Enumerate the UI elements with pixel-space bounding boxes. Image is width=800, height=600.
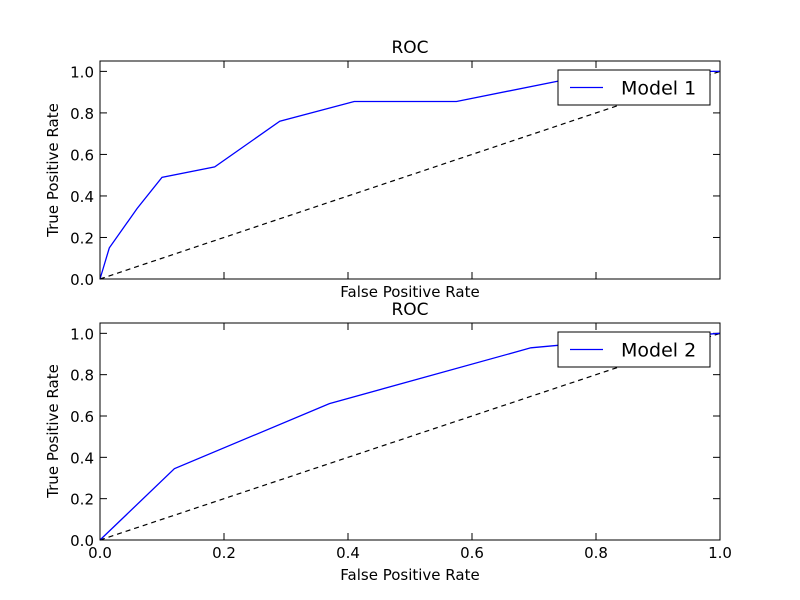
y-tick-label: 1.0 <box>70 63 94 81</box>
y-tick-label: 0.4 <box>70 449 94 467</box>
y-axis-label: True Positive Rate <box>44 103 62 238</box>
x-tick-label: 0.4 <box>336 544 360 562</box>
y-tick-label: 0.6 <box>70 408 94 426</box>
chance-diagonal <box>99 332 721 541</box>
y-tick-label: 1.0 <box>70 325 94 343</box>
y-tick-label: 0.0 <box>70 271 94 289</box>
y-tick-label: 0.6 <box>70 146 94 164</box>
legend: Model 2 <box>557 331 711 368</box>
x-tick-label: 1.0 <box>708 544 732 562</box>
x-tick-label: 0.6 <box>460 544 484 562</box>
axes-frame <box>99 60 721 280</box>
y-tick-label: 0.4 <box>70 188 94 206</box>
roc-chart-model-2: ROC True Positive Rate False Positive Ra… <box>44 300 732 584</box>
chart-title: ROC <box>391 38 428 58</box>
chart-title: ROC <box>391 300 428 320</box>
axes-frame <box>99 322 721 541</box>
x-tick-label: 0.0 <box>88 544 112 562</box>
y-ticks: 0.0 0.2 0.4 0.6 0.8 1.0 <box>70 63 720 289</box>
x-tick-label: 0.8 <box>584 544 608 562</box>
roc-chart-model-1: ROC True Positive Rate False Positive Ra… <box>44 38 721 301</box>
x-axis-label: False Positive Rate <box>340 566 479 584</box>
y-tick-label: 0.8 <box>70 367 94 385</box>
y-axis-label: True Positive Rate <box>44 364 62 499</box>
y-ticks: 0.0 0.2 0.4 0.6 0.8 1.0 <box>70 325 720 550</box>
chance-diagonal <box>99 70 721 280</box>
x-axis-label: False Positive Rate <box>340 283 479 301</box>
y-tick-label: 0.2 <box>70 491 94 509</box>
x-tick-label: 0.2 <box>212 544 236 562</box>
y-tick-label: 0.8 <box>70 105 94 123</box>
y-tick-label: 0.0 <box>70 532 94 550</box>
y-tick-label: 0.2 <box>70 229 94 247</box>
x-ticks: 0.0 0.2 0.4 0.6 0.8 1.0 <box>88 323 732 562</box>
legend-label: Model 1 <box>621 78 696 100</box>
legend-label: Model 2 <box>621 340 696 362</box>
legend: Model 1 <box>557 69 711 106</box>
